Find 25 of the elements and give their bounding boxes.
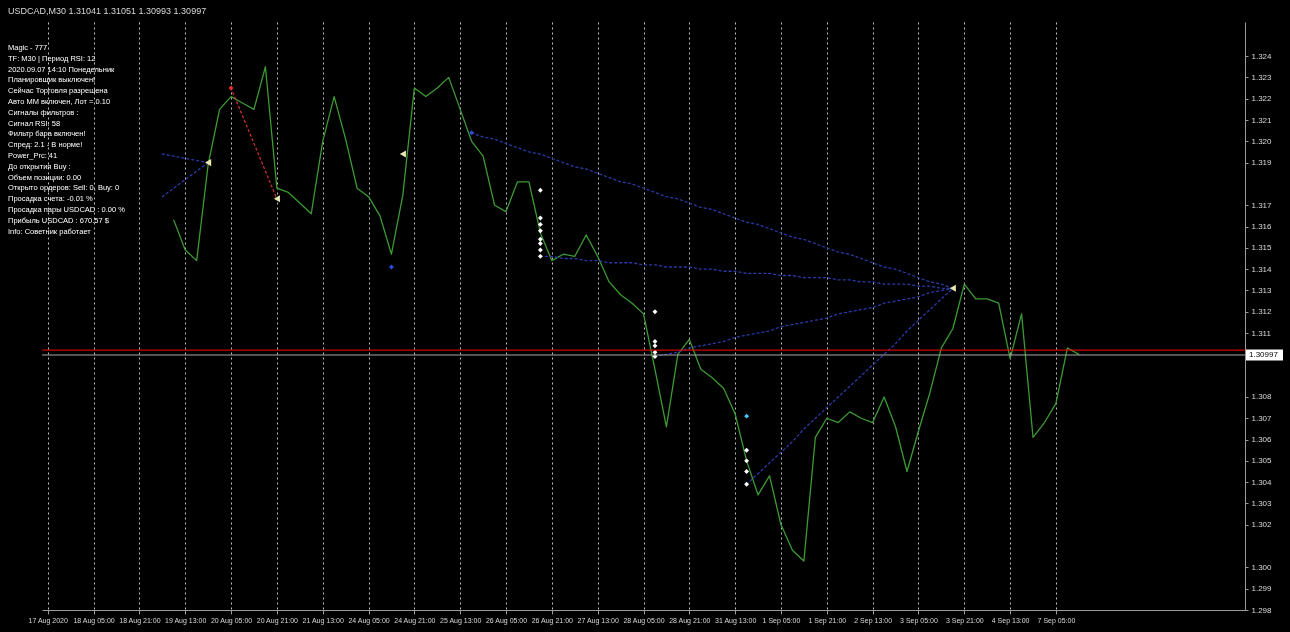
y-tick-label: 1.307 xyxy=(1251,413,1273,423)
y-tick-label: 1.311 xyxy=(1251,328,1272,338)
y-tick-label: 1.324 xyxy=(1251,51,1273,61)
y-tick-label: 1.312 xyxy=(1251,307,1273,317)
y-tick-label: 1.320 xyxy=(1251,136,1273,146)
y-tick-label: 1.302 xyxy=(1251,520,1273,530)
y-tick-label: 1.308 xyxy=(1251,392,1273,402)
ref-line-label: 1.30997 xyxy=(1249,349,1279,359)
y-tick-label: 1.300 xyxy=(1251,562,1273,572)
y-tick-label: 1.322 xyxy=(1251,94,1273,104)
y-tick-label: 1.313 xyxy=(1251,285,1273,295)
y-tick-label: 1.306 xyxy=(1251,435,1273,445)
y-tick-label: 1.321 xyxy=(1251,115,1273,125)
y-tick-label: 1.303 xyxy=(1251,498,1273,508)
y-tick-label: 1.317 xyxy=(1251,200,1273,210)
y-tick-label: 1.305 xyxy=(1251,456,1273,466)
chart-title: USDCAD,M30 1.31041 1.31051 1.30993 1.30997 xyxy=(8,6,207,16)
y-tick-label: 1.304 xyxy=(1251,477,1273,487)
y-tick-label: 1.314 xyxy=(1251,264,1273,274)
y-tick-label: 1.319 xyxy=(1251,158,1273,168)
y-tick-label: 1.298 xyxy=(1251,605,1273,615)
y-tick-label: 1.315 xyxy=(1251,243,1273,253)
y-tick-label: 1.323 xyxy=(1251,72,1273,82)
y-tick-label: 1.299 xyxy=(1251,584,1273,594)
y-tick-label: 1.316 xyxy=(1251,222,1273,232)
